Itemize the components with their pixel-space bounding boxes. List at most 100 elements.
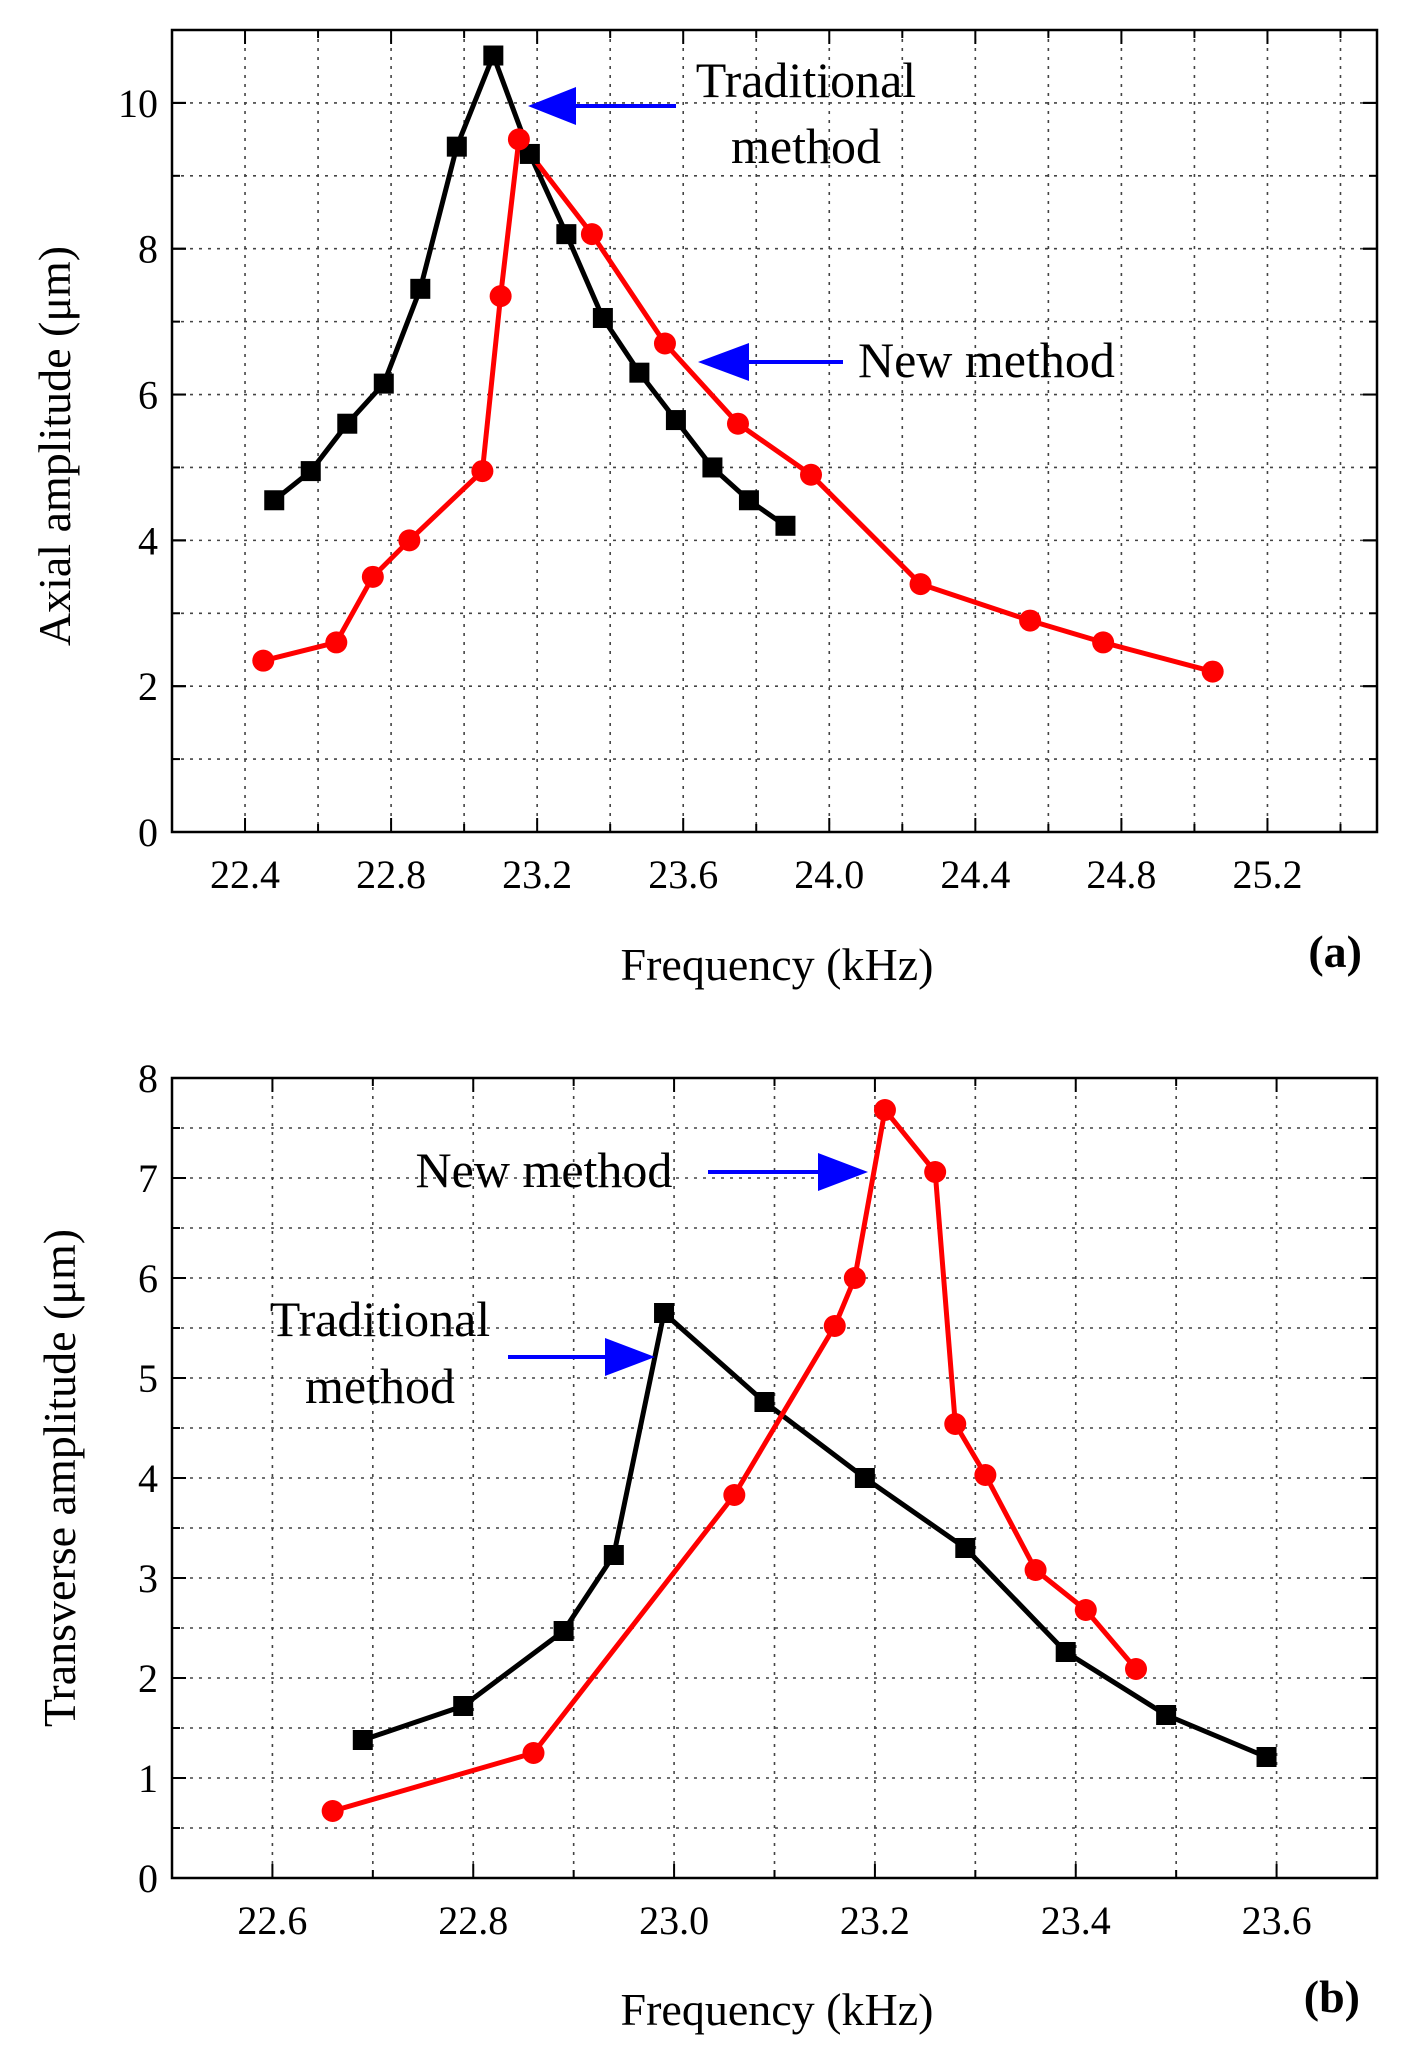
y-tick-label: 4: [138, 518, 158, 563]
series-markers: [321, 1099, 1277, 1822]
data-point-traditional: [1256, 1747, 1277, 1767]
plot-area-background: [172, 30, 1377, 832]
data-point-new: [843, 1267, 866, 1289]
y-tick-label: 7: [138, 1156, 158, 1201]
data-point-new: [800, 463, 823, 486]
x-tick-label: 22.4: [210, 852, 280, 897]
x-tick-label: 24.4: [940, 852, 1010, 897]
x-tick-label: 23.6: [1242, 1898, 1312, 1943]
data-point-new: [1092, 631, 1115, 654]
panel-label: (a): [1308, 926, 1362, 977]
data-point-new: [944, 1413, 967, 1435]
data-point-new: [398, 529, 421, 552]
y-tick-label: 3: [138, 1556, 158, 1601]
data-point-traditional: [1156, 1705, 1177, 1725]
data-point-traditional: [352, 1730, 373, 1750]
data-point-new: [823, 1315, 846, 1337]
y-ticks: 0 2 4 6 8 10: [118, 81, 1377, 855]
y-tick-label: 10: [118, 81, 158, 126]
arrow-to-traditional: [508, 1338, 655, 1376]
data-point-new: [580, 223, 603, 246]
data-point-new: [1201, 660, 1224, 683]
x-ticks: 22.4 22.8 23.2 23.6 24.0 24.4 24.8 25.2: [210, 30, 1342, 897]
data-point-traditional: [483, 45, 504, 66]
annotation-traditional-line2: method: [305, 1358, 455, 1414]
data-point-new: [1074, 1599, 1097, 1621]
y-tick-label: 8: [138, 227, 158, 272]
x-tick-label: 23.6: [648, 852, 718, 897]
y-tick-label: 5: [138, 1356, 158, 1401]
y-tick-label: 8: [138, 1056, 158, 1101]
panel-a-axial-amplitude-chart: 22.4 22.8 23.2 23.6 24.0 24.4 24.8 25.2 0 2 4 6 8 10…: [29, 28, 1379, 990]
x-tick-label: 23.4: [1041, 1898, 1111, 1943]
data-point-traditional: [654, 1303, 675, 1323]
y-axis-title: Axial amplitude (μm): [29, 246, 80, 646]
data-point-new: [507, 128, 530, 151]
data-point-traditional: [446, 136, 467, 157]
x-tick-label: 22.6: [237, 1898, 307, 1943]
data-point-traditional: [702, 457, 723, 478]
y-tick-label: 2: [138, 664, 158, 709]
annotation-traditional-line1: Traditional: [270, 1291, 490, 1347]
data-point-traditional: [553, 1621, 574, 1641]
y-ticks: 0 1 2 3 4 5 6 7 8: [138, 1056, 1377, 1901]
arrow-to-traditional: [528, 87, 676, 125]
x-tick-label: 22.8: [356, 852, 426, 897]
series-markers: [252, 45, 1224, 683]
x-tick-label: 24.0: [794, 852, 864, 897]
data-point-traditional: [453, 1696, 474, 1716]
x-tick-label: 24.8: [1086, 852, 1156, 897]
y-axis-title: Transverse amplitude (μm): [34, 1229, 85, 1727]
annotation-new: New method: [416, 1142, 673, 1198]
data-point-traditional: [738, 490, 759, 511]
data-point-new: [1024, 1559, 1047, 1581]
data-point-new: [653, 332, 676, 355]
data-point-new: [924, 1161, 947, 1183]
data-point-traditional: [754, 1392, 775, 1412]
arrow-to-new: [698, 343, 843, 381]
x-tick-label: 25.2: [1232, 852, 1302, 897]
data-point-traditional: [955, 1538, 976, 1558]
panel-b-transverse-amplitude-chart: 22.6 22.8 23.0 23.2 23.4 23.6 0 1 2 3 4 5 6 7 8 Frequ…: [34, 1056, 1379, 2035]
data-point-traditional: [264, 490, 285, 511]
data-point-traditional: [629, 362, 650, 383]
data-point-traditional: [592, 307, 613, 328]
data-point-traditional: [775, 515, 796, 536]
x-tick-label: 23.2: [840, 1898, 910, 1943]
data-point-traditional: [410, 278, 431, 299]
x-tick-label: 23.2: [502, 852, 572, 897]
y-tick-label: 0: [138, 1856, 158, 1901]
annotation-new: New method: [858, 332, 1115, 388]
annotation-traditional-line2: method: [731, 118, 881, 174]
data-point-traditional: [519, 143, 540, 164]
y-tick-label: 0: [138, 810, 158, 855]
data-point-new: [873, 1099, 896, 1121]
data-point-traditional: [373, 373, 394, 394]
y-tick-label: 2: [138, 1656, 158, 1701]
panel-label: (b): [1304, 1971, 1360, 2022]
data-point-new: [325, 631, 348, 654]
x-tick-label: 22.8: [438, 1898, 508, 1943]
arrow-to-new: [708, 1153, 868, 1191]
data-point-new: [321, 1800, 344, 1822]
data-point-traditional: [854, 1468, 875, 1488]
y-tick-label: 4: [138, 1456, 158, 1501]
y-tick-label: 6: [138, 373, 158, 418]
data-point-new: [726, 412, 749, 435]
data-point-new: [252, 649, 275, 672]
data-point-new: [974, 1464, 997, 1486]
annotation-traditional-line1: Traditional: [696, 52, 916, 108]
data-point-new: [1019, 609, 1042, 632]
data-point-new: [471, 460, 494, 483]
data-point-traditional: [1055, 1642, 1076, 1662]
data-point-new: [909, 573, 932, 596]
data-point-traditional: [665, 410, 686, 431]
data-point-traditional: [300, 461, 321, 482]
data-point-traditional: [603, 1545, 624, 1565]
y-tick-label: 6: [138, 1256, 158, 1301]
x-ticks: 22.6 22.8 23.0 23.2 23.4 23.6: [237, 1078, 1312, 1943]
data-point-new: [489, 285, 512, 308]
plot-frame: [170, 28, 1379, 834]
grid: [172, 1078, 1377, 1878]
